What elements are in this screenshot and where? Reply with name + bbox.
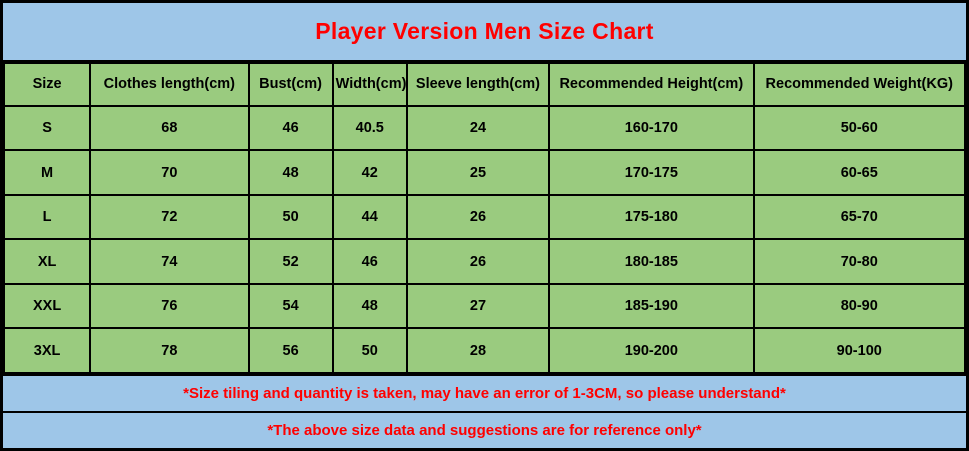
- cell-clothes-length: 68: [89, 104, 250, 152]
- title-banner: Player Version Men Size Chart: [3, 3, 966, 62]
- table-row: 3XL 78 56 50 28 190-200 90-100: [2, 327, 967, 374]
- table-row: S 68 46 40.5 24 160-170 50-60: [2, 104, 967, 152]
- column-header-sleeve-length: Sleeve length(cm): [405, 61, 551, 107]
- cell-bust: 52: [247, 238, 334, 285]
- cell-sleeve-length: 27: [405, 282, 551, 330]
- cell-recommended-height: 185-190: [548, 282, 755, 330]
- note-banner-reference: *The above size data and suggestions are…: [3, 410, 966, 448]
- cell-clothes-length: 70: [89, 149, 250, 196]
- cell-recommended-weight: 70-80: [752, 238, 967, 285]
- cell-width: 42: [331, 149, 408, 196]
- cell-sleeve-length: 24: [405, 104, 551, 152]
- cell-clothes-length: 76: [89, 282, 250, 330]
- cell-sleeve-length: 25: [405, 149, 551, 196]
- cell-width: 40.5: [331, 104, 408, 152]
- cell-size: M: [2, 149, 92, 196]
- cell-clothes-length: 74: [89, 238, 250, 285]
- cell-width: 44: [331, 193, 408, 241]
- cell-recommended-height: 160-170: [548, 104, 755, 152]
- cell-recommended-weight: 90-100: [752, 327, 967, 374]
- cell-sleeve-length: 26: [405, 193, 551, 241]
- cell-recommended-weight: 65-70: [752, 193, 967, 241]
- size-table: Size Clothes length(cm) Bust(cm) Width(c…: [2, 61, 967, 374]
- cell-size: S: [2, 104, 92, 152]
- table-header-row: Size Clothes length(cm) Bust(cm) Width(c…: [2, 61, 967, 107]
- cell-bust: 54: [247, 282, 334, 330]
- table-row: XXL 76 54 48 27 185-190 80-90: [2, 282, 967, 330]
- cell-recommended-height: 175-180: [548, 193, 755, 241]
- column-header-recommended-weight: Recommended Weight(KG): [752, 61, 967, 107]
- page-title: Player Version Men Size Chart: [315, 17, 654, 44]
- cell-recommended-weight: 60-65: [752, 149, 967, 196]
- cell-bust: 48: [247, 149, 334, 196]
- table-row: L 72 50 44 26 175-180 65-70: [2, 193, 967, 241]
- column-header-size: Size: [2, 61, 92, 107]
- cell-recommended-height: 180-185: [548, 238, 755, 285]
- cell-recommended-weight: 80-90: [752, 282, 967, 330]
- table-row: M 70 48 42 25 170-175 60-65: [2, 149, 967, 196]
- cell-bust: 56: [247, 327, 334, 374]
- cell-width: 46: [331, 238, 408, 285]
- cell-width: 50: [331, 327, 408, 374]
- column-header-clothes-length: Clothes length(cm): [89, 61, 250, 107]
- cell-sleeve-length: 26: [405, 238, 551, 285]
- note-banner-tolerance: *Size tiling and quantity is taken, may …: [3, 373, 966, 411]
- cell-size: 3XL: [2, 327, 92, 374]
- cell-recommended-height: 170-175: [548, 149, 755, 196]
- note-text-tolerance: *Size tiling and quantity is taken, may …: [183, 384, 786, 402]
- cell-size: XL: [2, 238, 92, 285]
- column-header-width: Width(cm): [331, 61, 408, 107]
- cell-size: XXL: [2, 282, 92, 330]
- cell-clothes-length: 78: [89, 327, 250, 374]
- cell-sleeve-length: 28: [405, 327, 551, 374]
- cell-recommended-weight: 50-60: [752, 104, 967, 152]
- cell-clothes-length: 72: [89, 193, 250, 241]
- column-header-bust: Bust(cm): [247, 61, 334, 107]
- note-text-reference: *The above size data and suggestions are…: [267, 421, 702, 439]
- table-row: XL 74 52 46 26 180-185 70-80: [2, 238, 967, 285]
- cell-recommended-height: 190-200: [548, 327, 755, 374]
- cell-size: L: [2, 193, 92, 241]
- cell-bust: 50: [247, 193, 334, 241]
- column-header-recommended-height: Recommended Height(cm): [548, 61, 755, 107]
- cell-bust: 46: [247, 104, 334, 152]
- cell-width: 48: [331, 282, 408, 330]
